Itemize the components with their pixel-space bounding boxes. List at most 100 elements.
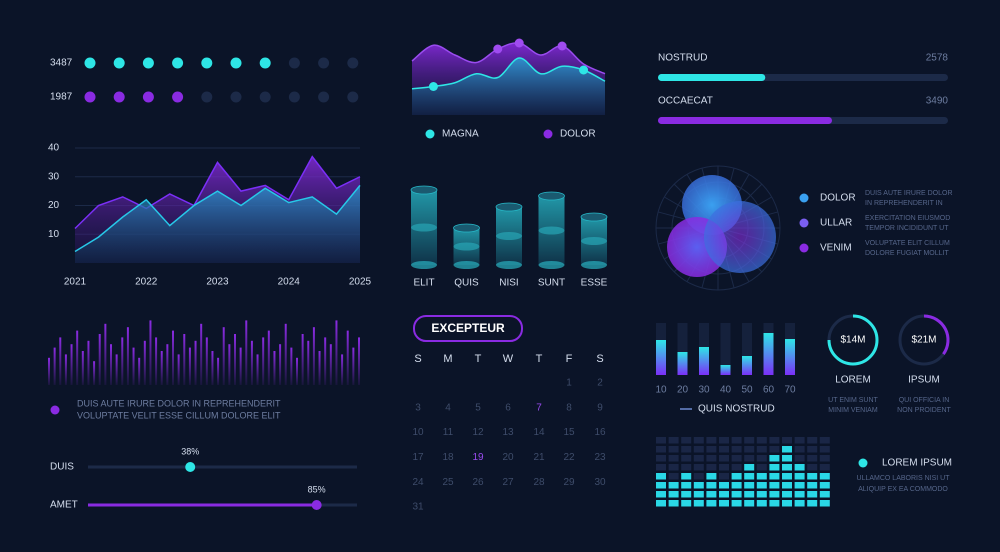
- bar: [656, 340, 666, 375]
- eq-cell: [782, 482, 792, 489]
- cylinder-top: [538, 191, 565, 201]
- donut-text: NON PROIDENT: [897, 407, 951, 414]
- eq-cell: [782, 473, 792, 480]
- bar-track: [720, 323, 731, 375]
- eq-cell: [731, 482, 742, 489]
- x-tick-label: 2022: [135, 277, 158, 288]
- eq-cell: [719, 482, 729, 489]
- eq-cell: [807, 482, 818, 489]
- eq-cell: [807, 455, 818, 462]
- eq-cell: [819, 446, 830, 453]
- pulse-bar: [296, 357, 298, 385]
- eq-cell: [706, 491, 717, 498]
- eq-cell: [744, 482, 755, 489]
- weekday: M: [443, 353, 452, 365]
- dot: [142, 57, 154, 69]
- eq-cell: [794, 473, 805, 480]
- pulse-bar: [324, 337, 327, 385]
- donut-label: LOREM: [835, 375, 871, 386]
- legend-text: ULLAMCO LABORIS NISI UT: [857, 475, 951, 482]
- category-label: 60: [763, 385, 775, 396]
- dot: [172, 91, 184, 103]
- cylinder-top: [453, 223, 480, 233]
- pulse-bar: [307, 340, 310, 385]
- dot: [259, 57, 271, 69]
- eq-cell: [769, 446, 780, 453]
- dot: [347, 91, 359, 103]
- cylinder-top: [580, 212, 608, 222]
- legend-label: DOLOR: [820, 193, 856, 204]
- day: 23: [594, 452, 606, 463]
- eq-cell: [668, 473, 679, 480]
- day: 5: [475, 402, 481, 413]
- day: 18: [442, 452, 454, 463]
- eq-cell: [706, 455, 717, 462]
- caption: VOLUPTATE VELIT ESSE CILLUM DOLORE ELIT: [77, 410, 281, 420]
- eq-cell: [731, 455, 742, 462]
- eq-cell: [656, 437, 666, 444]
- legend-text: DUIS AUTE IRURE DOLOR: [865, 190, 953, 197]
- pulse-bar: [188, 347, 191, 385]
- day: 11: [443, 427, 454, 438]
- day: 31: [412, 502, 424, 513]
- wave-line: [411, 42, 606, 75]
- day: 3: [415, 402, 421, 413]
- eq-cell: [769, 491, 780, 498]
- pulse-bar: [346, 330, 349, 385]
- eq-cell: [668, 491, 679, 498]
- eq-cell: [656, 491, 666, 498]
- pulse-bar: [76, 330, 79, 385]
- weekday: T: [536, 353, 543, 365]
- pulse-bar: [245, 320, 248, 385]
- pulse-bar: [53, 347, 56, 385]
- legend-dot: [425, 129, 435, 139]
- pulse-bar: [234, 334, 236, 385]
- pulse-bar: [318, 351, 321, 385]
- cylinder-top: [410, 185, 438, 195]
- category-label: 40: [720, 385, 732, 396]
- progress-label: NOSTRUD: [658, 53, 707, 64]
- eq-cell: [731, 446, 742, 453]
- eq-cell: [819, 464, 830, 471]
- eq-cell: [656, 446, 666, 453]
- eq-cell: [819, 455, 830, 462]
- eq-cell: [719, 491, 729, 498]
- eq-cell: [769, 473, 780, 480]
- eq-cell: [807, 437, 818, 444]
- pulse-bar: [250, 340, 253, 385]
- caption: DUIS AUTE IRURE DOLOR IN REPREHENDERIT: [77, 398, 281, 408]
- pulse-bar: [143, 340, 146, 385]
- cylinder-band: [411, 223, 437, 232]
- eq-cell: [719, 455, 729, 462]
- day: 12: [472, 427, 484, 438]
- eq-cell: [681, 491, 692, 498]
- pulse-bar: [183, 334, 186, 385]
- legend-text: VOLUPTATE ELIT CILLUM: [865, 240, 950, 247]
- day: 10: [412, 427, 424, 438]
- day: 19: [472, 452, 484, 463]
- eq-cell: [769, 464, 780, 471]
- calendar-button[interactable]: [413, 315, 523, 342]
- x-tick-label: 2024: [278, 277, 301, 288]
- row-label: 3487: [50, 58, 73, 69]
- slider-knob: [311, 500, 322, 510]
- pulse-bar: [121, 337, 124, 385]
- y-tick-label: 30: [48, 171, 60, 182]
- x-tick-label: 2021: [64, 277, 87, 288]
- eq-cell: [782, 455, 792, 462]
- eq-cell: [719, 437, 729, 444]
- progress-label: OCCAECAT: [658, 96, 713, 107]
- weekday: F: [566, 353, 573, 365]
- calendar-button-label[interactable]: EXCEPTEUR: [431, 321, 505, 335]
- eq-cell: [756, 446, 767, 453]
- eq-cell: [693, 464, 704, 471]
- legend-label: QUIS NOSTRUD: [698, 404, 775, 415]
- weekday: S: [414, 353, 421, 365]
- pulse-bar: [335, 320, 338, 385]
- eq-cell: [693, 437, 704, 444]
- category-label: 50: [741, 385, 753, 396]
- legend-label: DOLOR: [560, 129, 596, 140]
- category-label: ESSE: [581, 278, 608, 289]
- pulse-bar: [222, 327, 225, 385]
